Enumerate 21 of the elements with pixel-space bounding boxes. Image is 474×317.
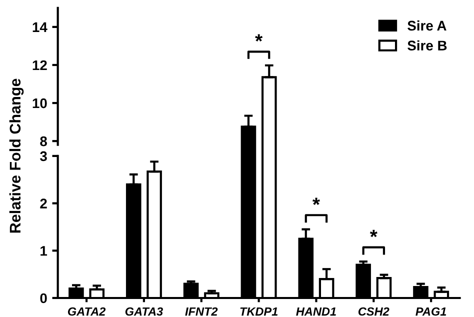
y-tick-label: 12 (32, 60, 47, 70)
legend-label: Sire B (408, 40, 447, 51)
annotation: * (312, 198, 320, 205)
annotation: * (255, 34, 263, 42)
x-tick-label: HAND1 (296, 307, 336, 316)
x-tick-label: CSH2 (358, 307, 390, 316)
x-tick-label: GATA3 (125, 307, 163, 316)
y-axis-title: Relative Fold Change (9, 78, 24, 233)
annotation: * (370, 230, 378, 238)
x-tick-label: TKDP1 (240, 307, 278, 316)
y-tick-label: 1 (40, 246, 48, 256)
x-tick-label: IFNT2 (185, 307, 218, 316)
y-tick-label: 0 (40, 293, 47, 304)
y-tick-label: 2 (40, 198, 47, 208)
y-tick-label: 10 (32, 98, 47, 108)
legend-label: Sire A (408, 20, 446, 31)
x-tick-label: GATA2 (68, 307, 106, 316)
x-tick-label: PAG1 (416, 307, 446, 316)
y-tick-label: 14 (32, 22, 48, 32)
y-tick-label: 3 (40, 151, 47, 162)
y-tick-label: 8 (40, 136, 47, 146)
